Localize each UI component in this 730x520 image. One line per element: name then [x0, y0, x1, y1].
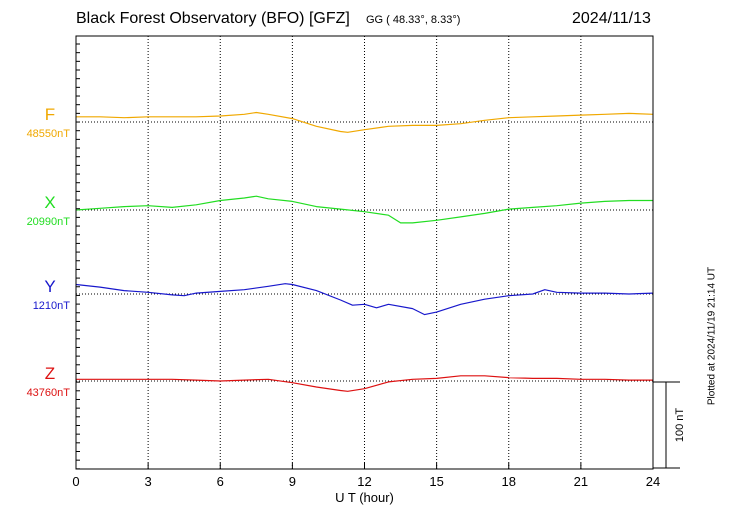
series-baseline-label: 20990nT — [27, 216, 71, 228]
x-tick-label: 9 — [289, 474, 296, 489]
series-baseline-label: 48550nT — [27, 128, 71, 140]
series-line-f — [76, 111, 654, 133]
series-name-x: X — [44, 193, 55, 212]
plotted-on-label: Plotted at 2024/11/19 21:14 UT — [706, 266, 718, 406]
x-tick-label: 3 — [145, 474, 152, 489]
x-tick-label: 21 — [574, 474, 588, 489]
x-tick-label: 6 — [217, 474, 224, 489]
x-axis-label: U T (hour) — [335, 490, 394, 505]
chart-title: Black Forest Observatory (BFO) [GFZ] — [76, 10, 350, 27]
x-tick-label: 12 — [357, 474, 371, 489]
x-tick-label: 18 — [502, 474, 516, 489]
series-name-y: Y — [44, 277, 55, 296]
x-tick-label: 0 — [72, 474, 79, 489]
x-tick-label: 15 — [429, 474, 443, 489]
x-tick-label: 24 — [646, 474, 660, 489]
date-label: 2024/11/13 — [572, 10, 651, 27]
series-baseline-label: 43760nT — [27, 387, 71, 399]
series-line-x — [75, 195, 653, 224]
scale-bar-label: 100 nT — [674, 408, 686, 443]
series-baseline-label: 1210nT — [33, 300, 71, 312]
series-name-z: Z — [45, 364, 55, 383]
coordinates-label: GG ( 48.33°, 8.33°) — [366, 14, 461, 26]
series-line-y — [75, 283, 654, 316]
series-name-f: F — [45, 105, 55, 124]
series-line-z — [76, 375, 653, 392]
